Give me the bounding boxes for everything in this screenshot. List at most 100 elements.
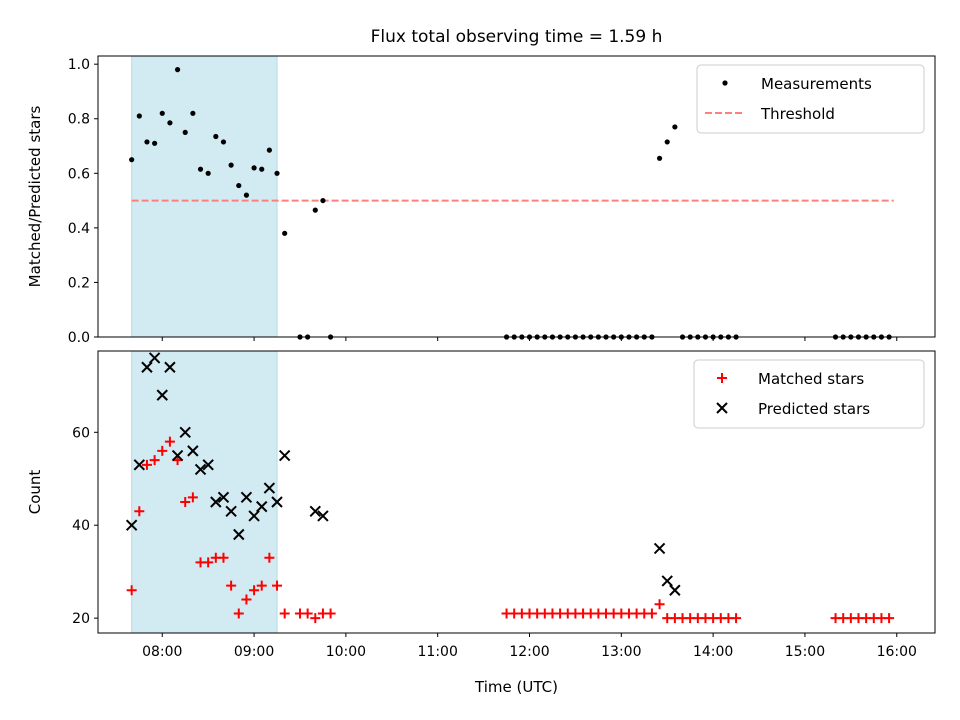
series-0-point — [182, 129, 188, 135]
series-1-point — [217, 491, 230, 504]
series-0-point — [220, 139, 227, 145]
series-0-point — [249, 585, 260, 596]
series-0-point — [672, 124, 678, 130]
series-0-point — [654, 599, 665, 610]
series-1-point — [669, 584, 681, 596]
series-0-point — [243, 192, 250, 198]
bottom-panel: 20 40 60 08:00 09:00 10:00 11:00 12:00 13:00 14:0… — [26, 350, 936, 696]
y-tick-label: 20 — [72, 611, 90, 627]
series-0-point — [136, 113, 142, 119]
highlight-span — [131, 55, 278, 338]
series-0-point — [152, 140, 158, 146]
series-0-point — [218, 552, 229, 563]
y-tick-label: 60 — [72, 425, 90, 441]
series-0-point — [272, 580, 283, 591]
series-0-point — [180, 496, 191, 507]
series-1-point — [148, 352, 161, 364]
legend-box — [696, 64, 925, 134]
series-0-point — [190, 110, 196, 116]
y-tick-label: 0.2 — [68, 275, 90, 291]
legend-0-swatch — [717, 373, 727, 383]
series-0-point — [159, 110, 165, 116]
series-1-point — [225, 505, 237, 517]
series-0-point — [302, 608, 313, 619]
series-0-point — [167, 120, 173, 126]
legend-entry-label: Predicted stars — [758, 400, 870, 418]
series-0-point — [646, 608, 657, 619]
series-1-point — [661, 575, 673, 587]
series-1-point — [179, 426, 191, 439]
series-1-point — [271, 496, 283, 508]
series-1-point — [317, 510, 329, 522]
axes-frame — [97, 350, 936, 634]
y-tick-label: 0.0 — [68, 330, 90, 346]
series-1-point — [171, 449, 184, 462]
series-0-point — [203, 557, 214, 568]
series-1-point — [233, 528, 245, 541]
series-0-point — [236, 182, 242, 189]
series-1-point — [202, 459, 214, 471]
series-0-point — [134, 506, 145, 517]
legend-entry-label: Matched stars — [758, 370, 864, 388]
series-0-point — [259, 166, 265, 172]
series-1-point — [309, 505, 321, 517]
series-0-point — [256, 580, 267, 591]
legend-box — [693, 359, 925, 429]
series-1-point — [187, 445, 199, 457]
series-0-point — [656, 155, 663, 161]
series-0-point — [279, 608, 290, 619]
legend-0-swatch — [722, 80, 728, 86]
series-0-point — [149, 455, 160, 466]
x-tick-label: 11:00 — [418, 644, 458, 660]
series-1-point — [256, 500, 268, 513]
x-tick-label: 16:00 — [877, 644, 917, 660]
series-0-point — [144, 139, 150, 145]
y-axis-label: Count — [26, 470, 44, 515]
series-1-point — [278, 449, 291, 462]
series-0-point — [731, 613, 742, 624]
y-tick-label: 0.4 — [68, 221, 90, 237]
series-0-point — [164, 436, 175, 447]
y-tick-label: 0.8 — [68, 112, 90, 128]
y-axis-label: Matched/Predicted stars — [26, 106, 44, 288]
series-1-point — [133, 459, 146, 471]
y-tick-label: 0.6 — [68, 166, 90, 182]
series-0-point — [312, 207, 318, 213]
y-tick-label: 40 — [72, 518, 90, 534]
x-tick-label: 15:00 — [785, 644, 825, 660]
series-0-point — [205, 170, 211, 176]
highlight-span — [131, 350, 278, 634]
series-0-point — [241, 594, 252, 605]
series-0-point — [213, 133, 219, 140]
legend-entry-label: Threshold — [760, 105, 835, 123]
series-0-point — [157, 445, 168, 456]
x-axis-label: Time (UTC) — [474, 678, 558, 696]
axes-frame — [97, 55, 936, 338]
top-panel: 0.0 0.2 0.4 0.6 0.8 1.0 Flux total observing t… — [26, 27, 936, 346]
series-0-point — [228, 162, 234, 168]
x-tick-label: 10:00 — [326, 644, 366, 660]
series-0-point — [266, 147, 272, 153]
series-0-point — [664, 139, 670, 145]
legend-entry-label: Measurements — [761, 75, 872, 93]
series-0-point — [126, 585, 137, 596]
series-1-point — [210, 496, 222, 508]
series-0-point — [233, 608, 244, 619]
series-0-point — [310, 613, 321, 624]
series-1-point — [156, 389, 168, 401]
series-1-point — [125, 519, 138, 531]
x-tick-label: 14:00 — [693, 644, 733, 660]
series-0-point — [320, 197, 326, 204]
series-0-point — [264, 552, 275, 563]
series-0-point — [282, 230, 288, 236]
series-0-point — [174, 67, 181, 73]
series-0-point — [187, 492, 198, 503]
series-1-point — [141, 361, 153, 373]
series-0-point — [274, 170, 280, 176]
chart-title: Flux total observing time = 1.59 h — [371, 27, 663, 47]
series-0-point — [884, 613, 895, 624]
x-tick-label: 08:00 — [142, 644, 182, 660]
series-0-point — [325, 608, 336, 619]
series-0-point — [129, 157, 135, 163]
series-1-point — [248, 510, 260, 522]
